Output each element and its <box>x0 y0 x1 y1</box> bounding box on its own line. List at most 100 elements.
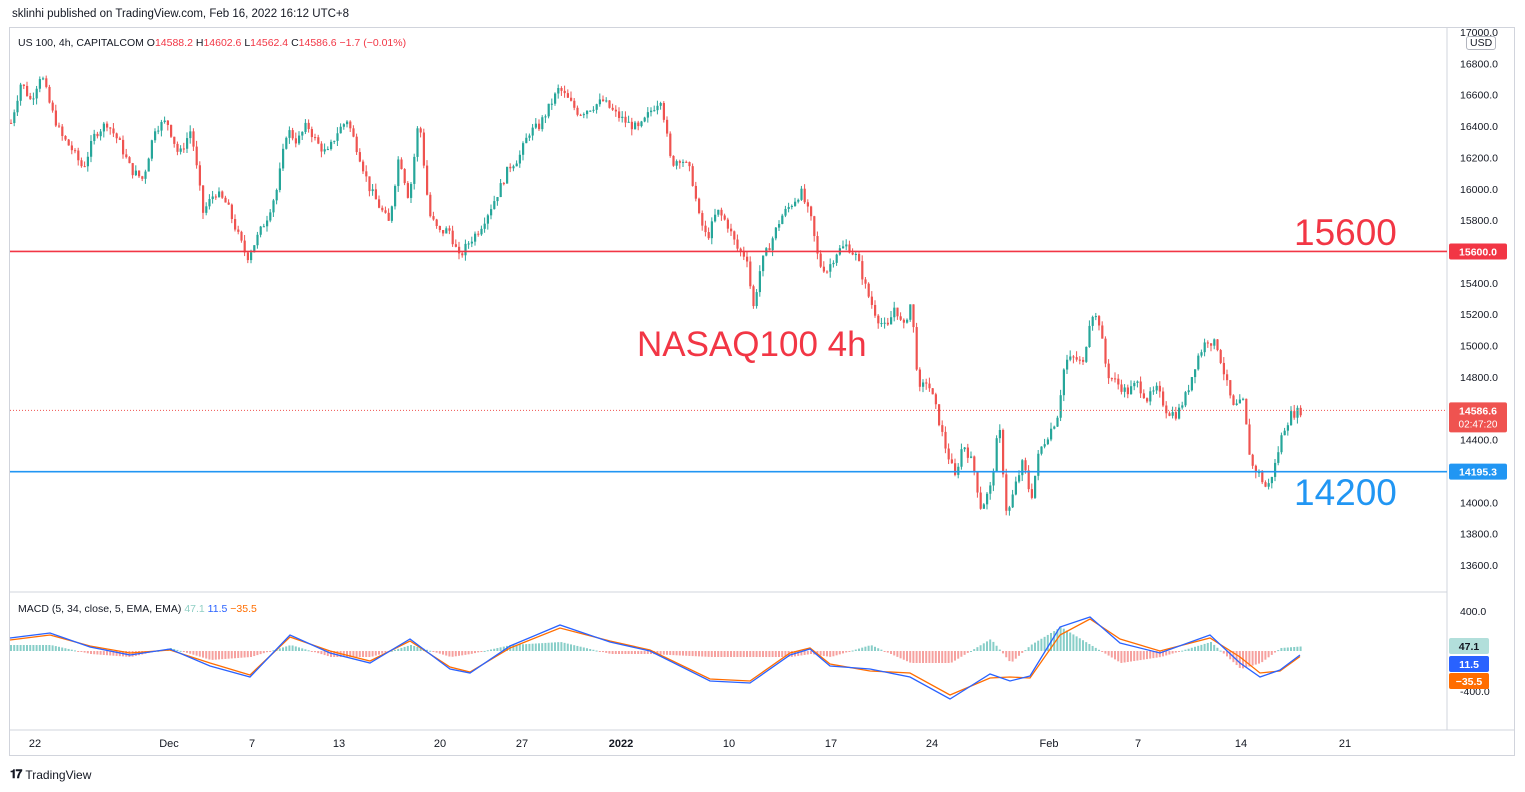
macd-histogram-bar <box>323 651 326 656</box>
macd-histogram-bar <box>944 651 947 663</box>
macd-histogram-bar <box>470 651 473 654</box>
currency-button[interactable]: USD <box>1466 36 1497 50</box>
macd-histogram-bar <box>224 651 227 659</box>
macd-histogram-bar <box>1146 651 1148 660</box>
tradingview-logo[interactable]: 𝟏𝟕 TradingView <box>10 767 91 782</box>
candle <box>970 451 973 459</box>
macd-histogram-bar <box>1283 647 1286 651</box>
macd-legend[interactable]: MACD (5, 34, close, 5, EMA, EMA) 47.1 11… <box>18 603 257 615</box>
macd-histogram-bar <box>1296 646 1299 651</box>
macd-histogram-bar <box>131 651 134 657</box>
macd-histogram-bar <box>1107 651 1110 656</box>
macd-histogram-bar <box>259 651 262 655</box>
macd-value-badge <box>1449 656 1489 672</box>
candle <box>576 105 579 117</box>
macd-histogram-bar <box>1088 644 1091 651</box>
candle <box>893 301 896 322</box>
macd-histogram-bar <box>848 651 851 652</box>
macd-histogram-bar <box>800 651 803 656</box>
candle <box>262 223 265 228</box>
macd-histogram-bar <box>1142 651 1145 660</box>
macd-histogram-bar <box>797 651 800 656</box>
macd-histogram-bar <box>762 651 764 657</box>
candle <box>352 125 355 138</box>
macd-histogram-bar <box>765 651 768 657</box>
candle <box>950 453 953 464</box>
macd-value-badge <box>1449 673 1489 689</box>
candle <box>1280 432 1283 455</box>
candle <box>954 458 957 477</box>
macd-histogram-bar <box>272 650 275 652</box>
candle <box>733 230 736 245</box>
macd-histogram-bar <box>336 651 339 657</box>
macd-histogram-bar <box>189 651 192 654</box>
macd-histogram-bar <box>1152 651 1155 659</box>
macd-histogram-bar <box>902 651 905 660</box>
macd-histogram-bar <box>1110 651 1113 658</box>
macd-histogram-bar <box>986 641 988 651</box>
last-price-countdown: 02:47:20 <box>1459 419 1498 430</box>
time-tick-label: Dec <box>159 738 179 750</box>
macd-histogram-bar <box>963 651 966 655</box>
macd-histogram-bar <box>662 651 665 655</box>
candle <box>854 250 857 261</box>
candle <box>928 377 931 392</box>
candle <box>310 126 313 143</box>
macd-histogram-bar <box>931 651 934 663</box>
candle <box>195 140 198 169</box>
macd-histogram-bar <box>1280 647 1283 651</box>
macd-histogram-bar <box>611 651 614 654</box>
candle <box>1043 438 1046 449</box>
candle <box>282 143 285 172</box>
candle <box>749 256 752 289</box>
candle <box>922 379 925 393</box>
candle <box>624 111 627 128</box>
macd-histogram-bar <box>758 651 761 657</box>
candle <box>51 100 54 113</box>
macd-histogram-bar <box>384 651 387 653</box>
macd-histogram-bar <box>669 651 672 655</box>
macd-histogram-bar <box>528 643 531 651</box>
candle <box>342 123 345 130</box>
macd-histogram-bar <box>410 645 412 651</box>
time-tick-label: 20 <box>434 738 446 750</box>
macd-value-badge-label: −35.5 <box>1456 676 1483 688</box>
time-tick-label: 17 <box>825 738 837 750</box>
candle <box>1293 404 1296 420</box>
candle <box>218 187 221 198</box>
macd-histogram-bar <box>1181 650 1184 652</box>
candle <box>115 132 118 144</box>
candle <box>330 139 333 151</box>
candle <box>1091 315 1094 331</box>
price-tick-label: 13800.0 <box>1460 529 1498 541</box>
candle <box>1238 394 1241 404</box>
candle <box>586 110 589 119</box>
candle <box>221 190 224 200</box>
macd-histogram-bar <box>10 645 12 651</box>
macd-histogram-bar <box>819 651 822 656</box>
candle <box>650 107 653 117</box>
candle <box>1075 351 1078 362</box>
candle <box>1213 338 1216 350</box>
candle <box>966 443 969 463</box>
candle <box>1206 340 1209 348</box>
macd-histogram-bar <box>1139 651 1142 661</box>
macd-histogram-bar <box>310 651 313 652</box>
time-tick-label: 21 <box>1339 738 1351 750</box>
candle <box>1168 411 1171 417</box>
candle <box>102 121 105 138</box>
candle <box>288 126 291 144</box>
macd-histogram-bar <box>128 651 131 657</box>
candle <box>672 155 675 167</box>
high-value: 14602.6 <box>203 37 242 49</box>
candle <box>333 140 336 145</box>
candle <box>746 251 749 268</box>
candle <box>170 124 173 138</box>
candle <box>819 250 822 269</box>
candle <box>29 92 32 101</box>
macd-histogram-bar <box>1030 644 1033 651</box>
macd-histogram-bar <box>589 649 592 651</box>
symbol-legend[interactable]: US 100, 4h, CAPITALCOM O14588.2 H14602.6… <box>18 37 406 49</box>
macd-histogram-bar <box>957 651 960 659</box>
